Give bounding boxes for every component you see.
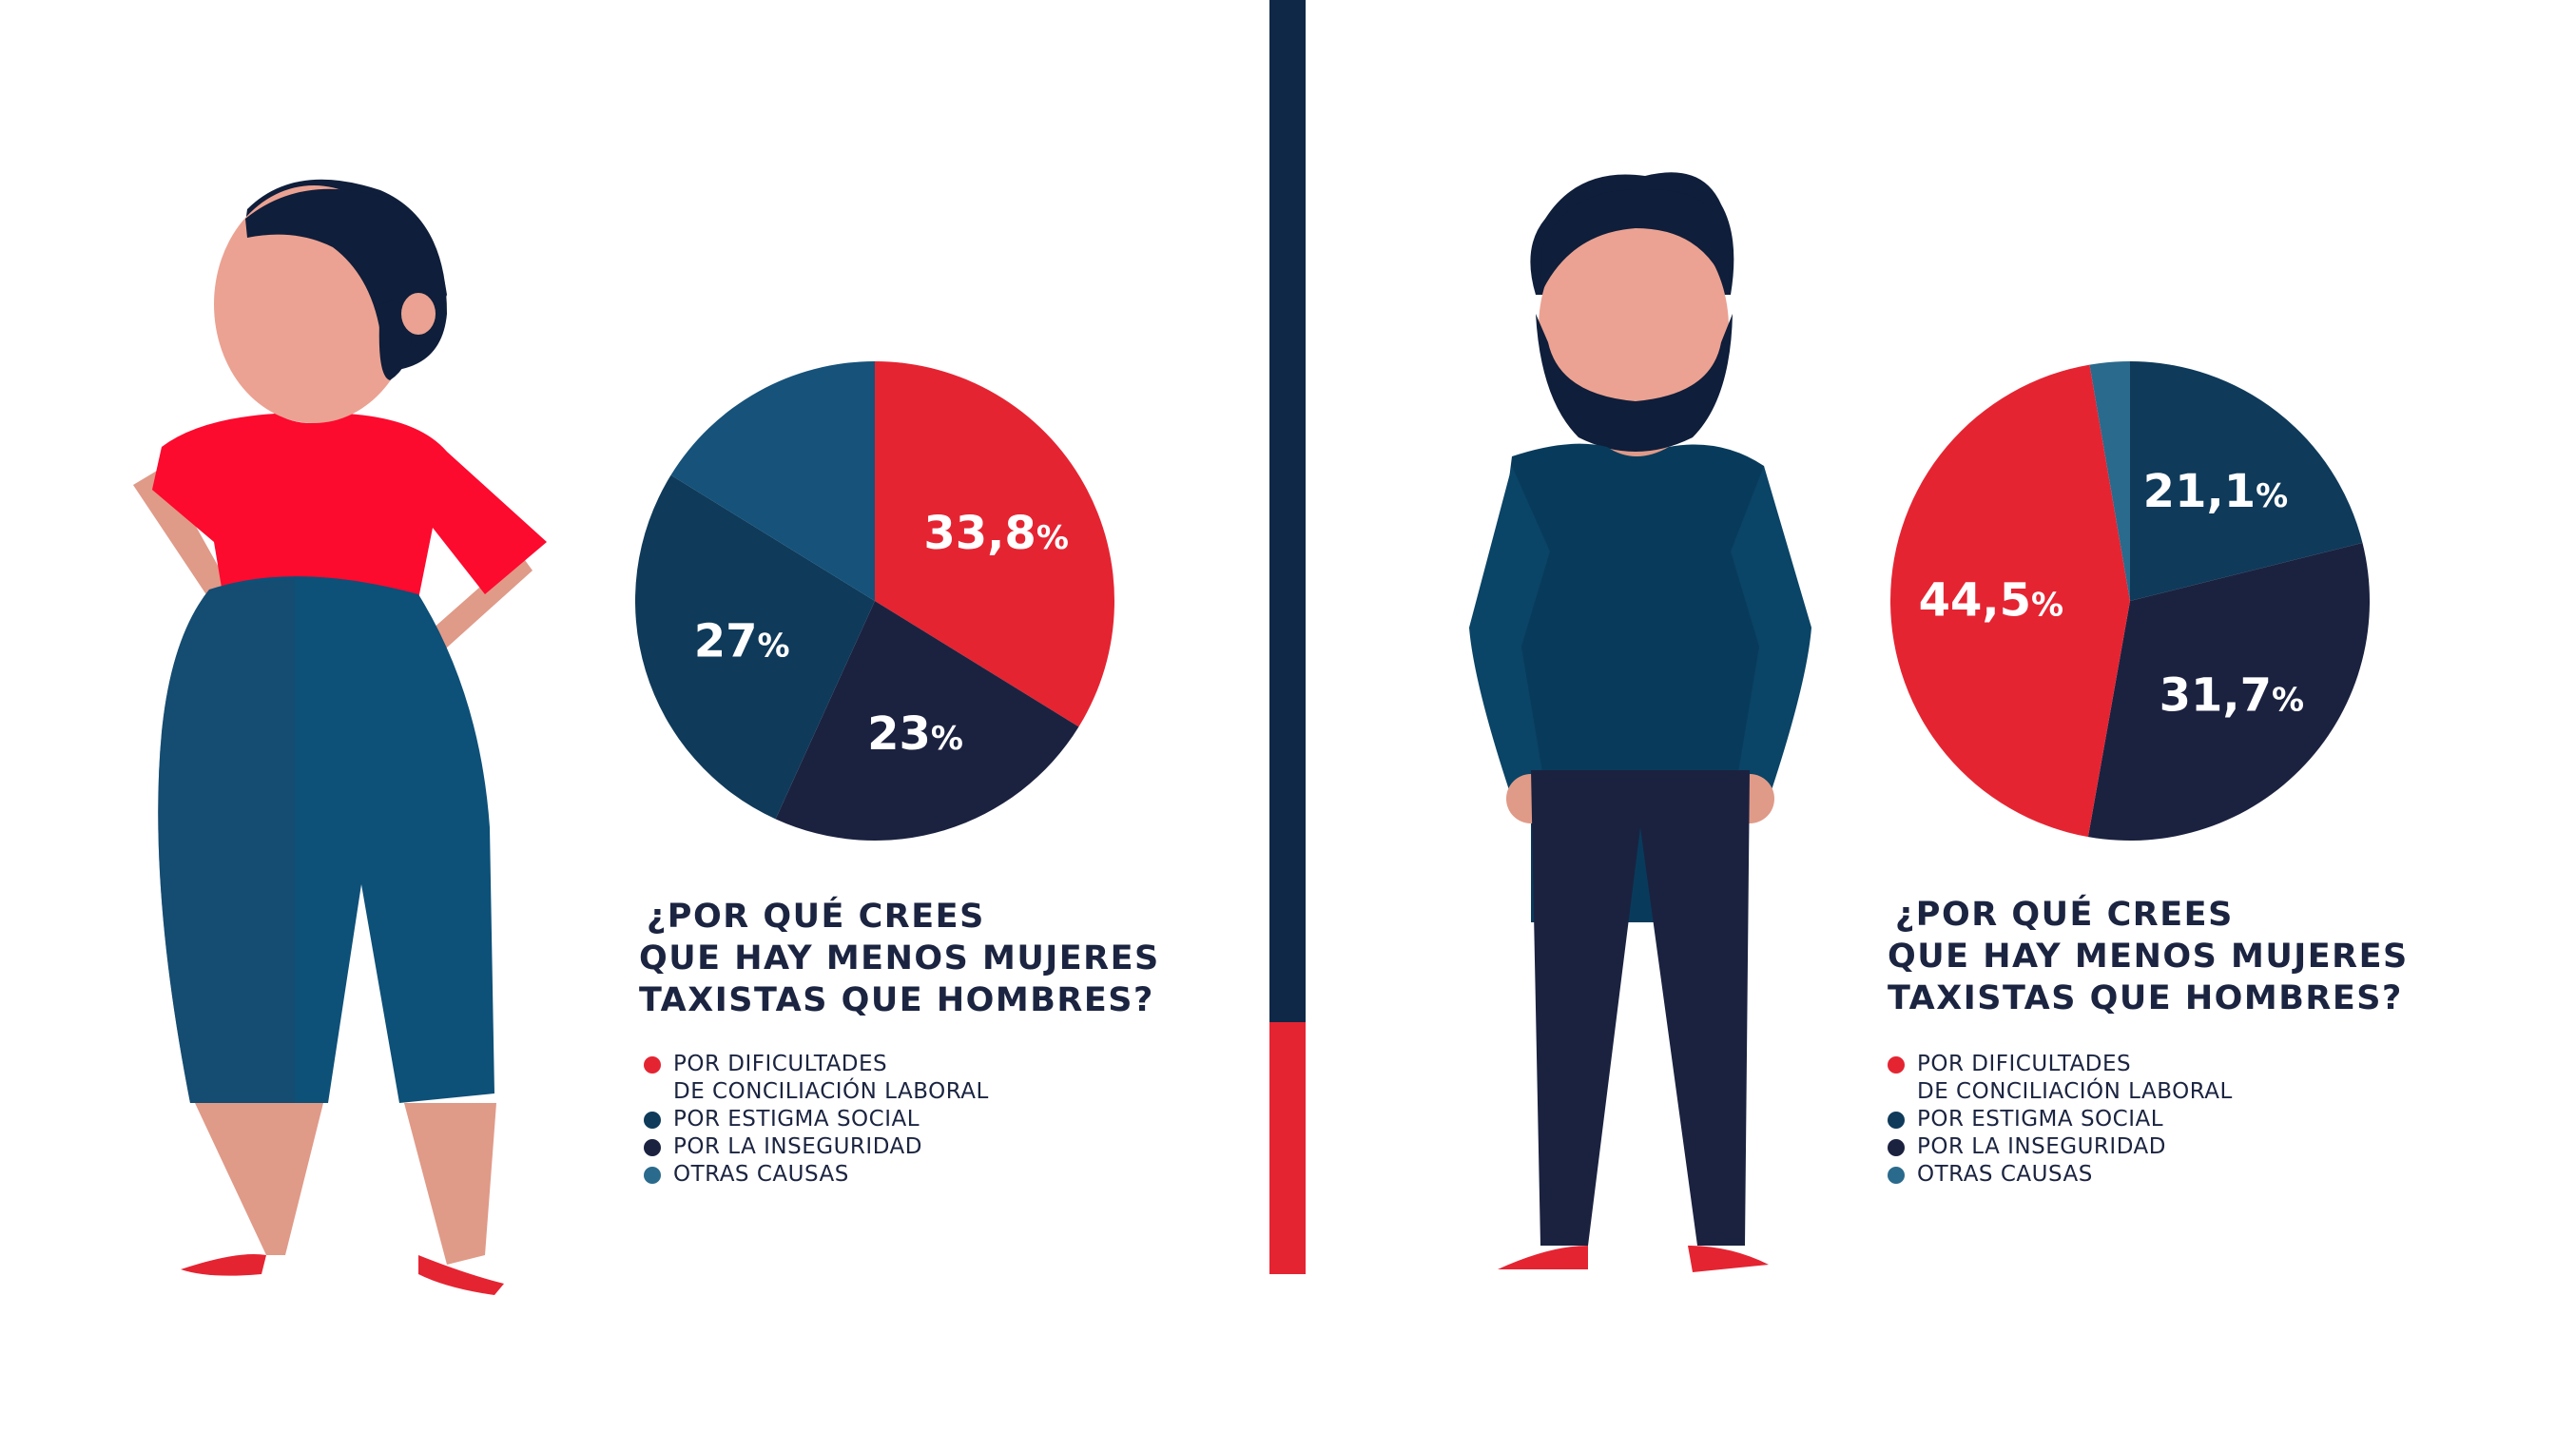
legend-label: POR ESTIGMA SOCIAL [673, 1107, 920, 1132]
slice-value: 44,5 [1919, 574, 2031, 628]
chart-title-right: ¿POR QUÉ CREES QUE HAY MENOS MUJERES TAX… [1888, 894, 2409, 1019]
pie-slice [775, 601, 1079, 841]
legend-left: POR DIFICULTADES DE CONCILIACIÓN LABORAL… [644, 1051, 989, 1189]
legend-item: POR LA INSEGURIDAD [644, 1133, 989, 1161]
legend-dot-red [644, 1056, 661, 1074]
slice-percent-sign: % [2031, 587, 2063, 625]
pie-slice [2089, 361, 2130, 601]
legend-item: POR ESTIGMA SOCIAL [1888, 1106, 2233, 1133]
slice-percent-sign: % [758, 628, 790, 666]
slice-percent-sign: % [2256, 477, 2288, 515]
slice-value: 23 [867, 707, 931, 761]
legend-dot-navy [644, 1112, 661, 1129]
woman-illustration-icon [133, 179, 547, 1295]
pie-chart-women: 33,8%23%27% [634, 361, 1114, 841]
slice-percent-sign: % [2272, 682, 2304, 720]
legend-label: POR DIFICULTADES DE CONCILIACIÓN LABORAL [1917, 1052, 2233, 1104]
legend-dot-teal [644, 1167, 661, 1184]
legend-label: POR LA INSEGURIDAD [1917, 1134, 2166, 1159]
divider-navy-segment [1269, 0, 1306, 1022]
center-divider [1269, 0, 1306, 1274]
pie-slice [2130, 361, 2363, 601]
slice-value: 31,7 [2160, 669, 2272, 723]
divider-red-segment [1269, 1022, 1306, 1274]
legend-item: POR DIFICULTADES DE CONCILIACIÓN LABORAL [644, 1051, 989, 1106]
slice-label: 27% [694, 615, 790, 668]
title-line: QUE HAY MENOS MUJERES [1888, 938, 2409, 976]
legend-item: POR ESTIGMA SOCIAL [644, 1106, 989, 1133]
legend-dot-dark [1888, 1139, 1905, 1156]
slice-label: 23% [867, 707, 963, 761]
slice-percent-sign: % [1036, 519, 1069, 557]
man-illustration-icon [1469, 172, 1811, 1272]
legend-dot-dark [644, 1139, 661, 1156]
legend-dot-navy [1888, 1112, 1905, 1129]
chart-title-left: ¿POR QUÉ CREES QUE HAY MENOS MUJERES TAX… [639, 896, 1160, 1021]
slice-value: 33,8 [923, 507, 1036, 560]
legend-label: POR LA INSEGURIDAD [673, 1134, 922, 1159]
pie-slice [670, 361, 875, 601]
slice-value: 27 [694, 615, 758, 668]
legend-item: POR DIFICULTADES DE CONCILIACIÓN LABORAL [1888, 1051, 2233, 1106]
pie-slice [634, 474, 875, 820]
legend-label: POR DIFICULTADES DE CONCILIACIÓN LABORAL [673, 1052, 989, 1104]
pie-slice [875, 361, 1114, 727]
slice-label: 33,8% [923, 507, 1069, 560]
legend-right: POR DIFICULTADES DE CONCILIACIÓN LABORAL… [1888, 1051, 2233, 1189]
legend-label: OTRAS CAUSAS [673, 1162, 849, 1187]
legend-dot-red [1888, 1056, 1905, 1074]
legend-label: POR ESTIGMA SOCIAL [1917, 1107, 2164, 1132]
slice-value: 21,1 [2143, 465, 2256, 518]
slice-percent-sign: % [931, 720, 963, 758]
slice-label: 21,1% [2143, 465, 2289, 518]
legend-item: OTRAS CAUSAS [644, 1161, 989, 1189]
title-line: ¿POR QUÉ CREES [647, 898, 985, 936]
title-line: TAXISTAS QUE HOMBRES? [1888, 979, 2403, 1017]
legend-label: OTRAS CAUSAS [1917, 1162, 2093, 1187]
legend-dot-teal [1888, 1167, 1905, 1184]
legend-item: OTRAS CAUSAS [1888, 1161, 2233, 1189]
slice-label: 44,5% [1919, 574, 2064, 628]
pie-slice [2087, 542, 2370, 841]
pie-chart-men: 21,1%31,7%44,5% [1890, 361, 2370, 841]
legend-item: POR LA INSEGURIDAD [1888, 1133, 2233, 1161]
title-line: TAXISTAS QUE HOMBRES? [639, 981, 1154, 1019]
pie-slice [1890, 364, 2130, 838]
slice-label: 31,7% [2160, 669, 2305, 723]
title-line: ¿POR QUÉ CREES [1895, 896, 2234, 934]
title-line: QUE HAY MENOS MUJERES [639, 939, 1160, 977]
